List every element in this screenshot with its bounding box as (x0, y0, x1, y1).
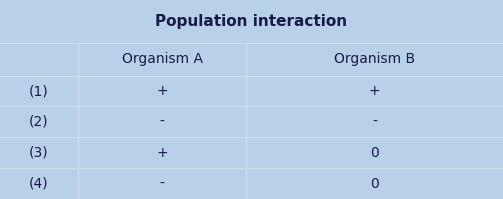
Text: -: - (160, 177, 164, 191)
Text: +: + (156, 84, 168, 98)
Text: (4): (4) (29, 177, 49, 191)
Text: -: - (160, 115, 164, 129)
Text: +: + (156, 146, 168, 160)
Text: -: - (372, 115, 377, 129)
Bar (0, 106, 503, 137)
Text: (2): (2) (29, 115, 49, 129)
Text: +: + (369, 84, 381, 98)
Text: (1): (1) (29, 84, 49, 98)
Text: Organism A: Organism A (122, 52, 203, 66)
Text: (3): (3) (29, 146, 49, 160)
Bar (0, 76, 503, 106)
Text: 0: 0 (370, 146, 379, 160)
Text: 0: 0 (370, 177, 379, 191)
Bar (0, 168, 503, 199)
Text: Organism B: Organism B (334, 52, 415, 66)
Bar (0, 0, 503, 43)
Bar (0, 137, 503, 168)
Bar (0, 43, 503, 76)
Text: Population interaction: Population interaction (155, 14, 348, 29)
